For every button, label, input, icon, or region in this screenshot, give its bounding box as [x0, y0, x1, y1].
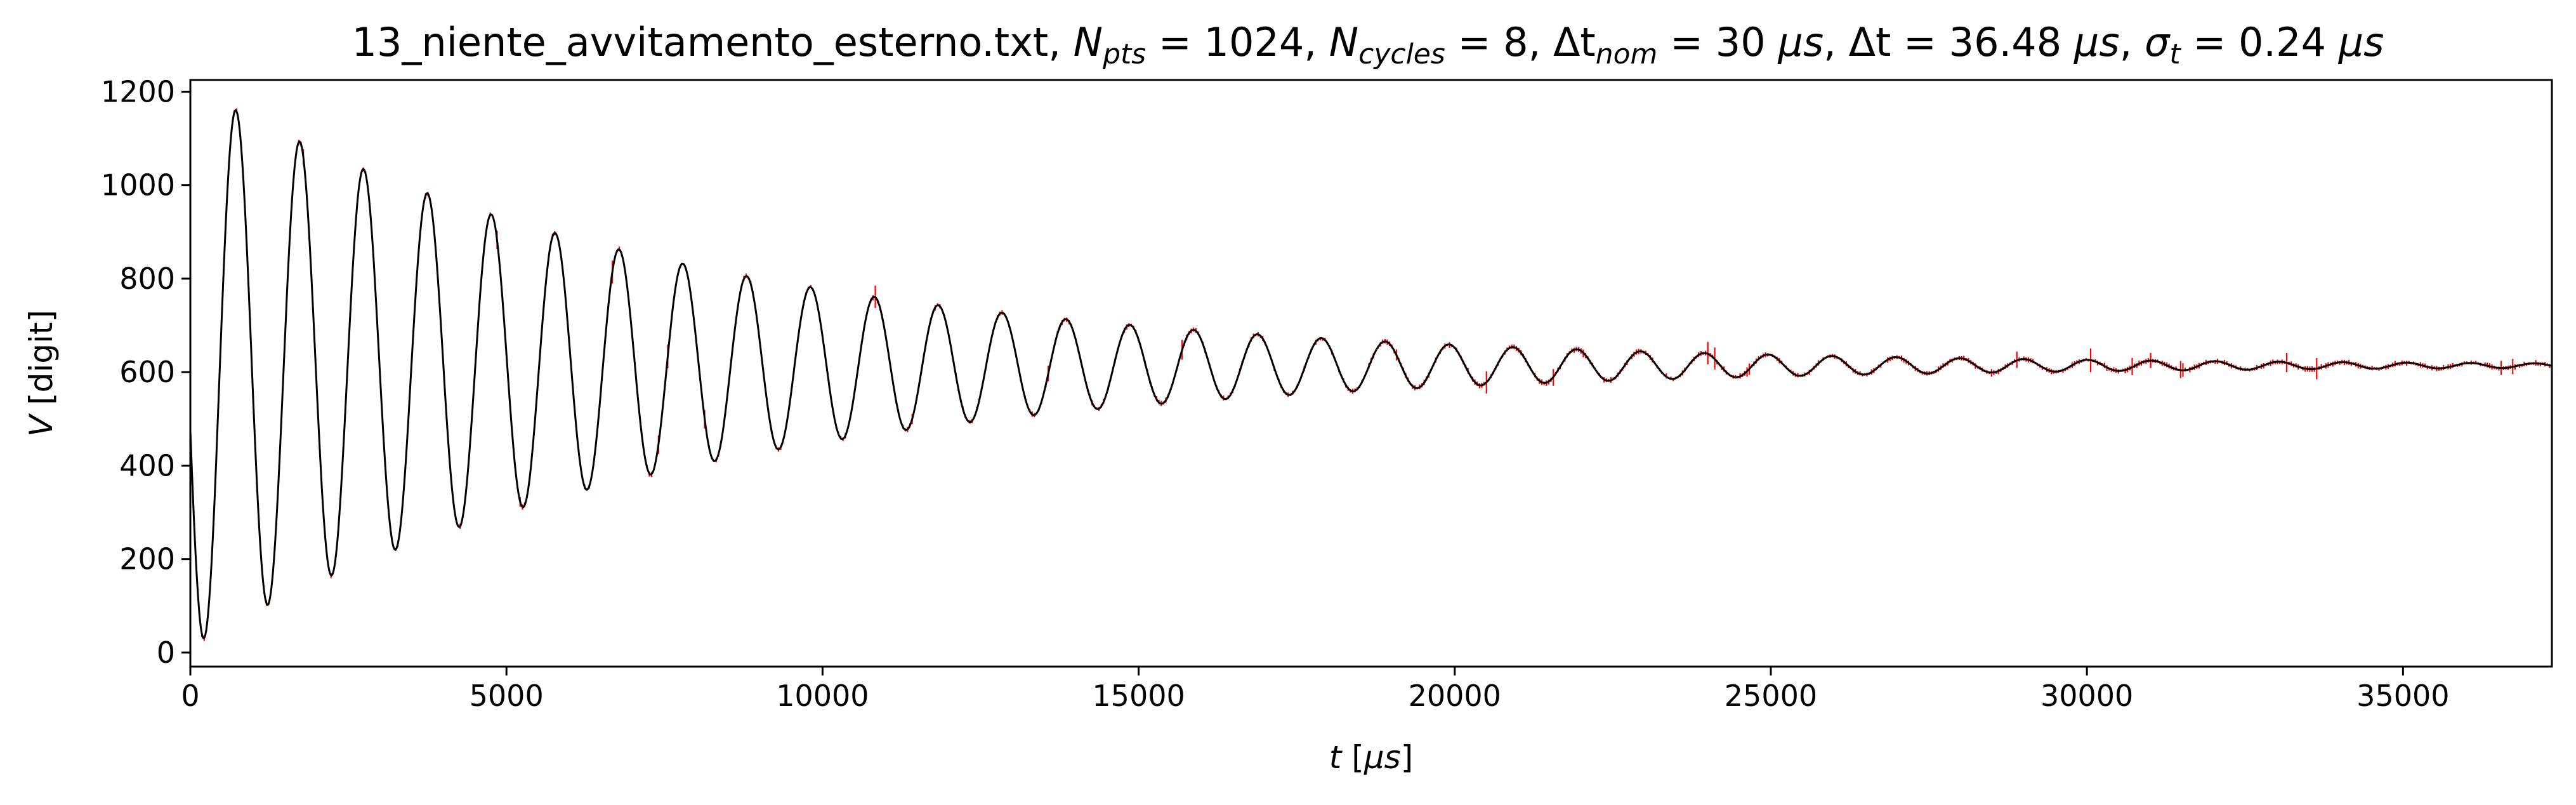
y-axis-label: V [digit] [23, 310, 60, 437]
series-line [189, 109, 2552, 639]
x-tick-label: 15000 [1092, 679, 1185, 713]
x-tick-label: 10000 [776, 679, 869, 713]
y-axis-ticks: 0 200 400 600 800 1000 1200 [101, 74, 190, 670]
x-axis-label: t [μs] [1329, 739, 1413, 776]
x-tick-label: 25000 [1725, 679, 1817, 713]
x-tick-label: 20000 [1409, 679, 1501, 713]
x-tick-label: 30000 [2040, 679, 2133, 713]
y-tick-label: 1200 [101, 74, 175, 109]
axes-frame [189, 79, 2553, 668]
x-tick-label: 5000 [470, 679, 544, 713]
axes: 0 5000 10000 15000 20000 25000 30000 35000 0 200… [101, 74, 2553, 713]
x-tick-label: 0 [181, 679, 199, 713]
y-tick-label: 0 [157, 635, 175, 670]
plot-area [189, 108, 2552, 641]
x-axis-ticks: 0 5000 10000 15000 20000 25000 30000 35000 [181, 667, 2450, 713]
chart-title: 13_niente_avvitamento_esterno.txt, Npts … [352, 19, 2384, 70]
y-tick-label: 800 [119, 262, 175, 296]
y-tick-label: 1000 [101, 168, 175, 203]
x-tick-label: 35000 [2356, 679, 2449, 713]
y-tick-label: 400 [119, 448, 175, 482]
y-tick-label: 200 [119, 542, 175, 576]
y-tick-label: 600 [119, 355, 175, 389]
